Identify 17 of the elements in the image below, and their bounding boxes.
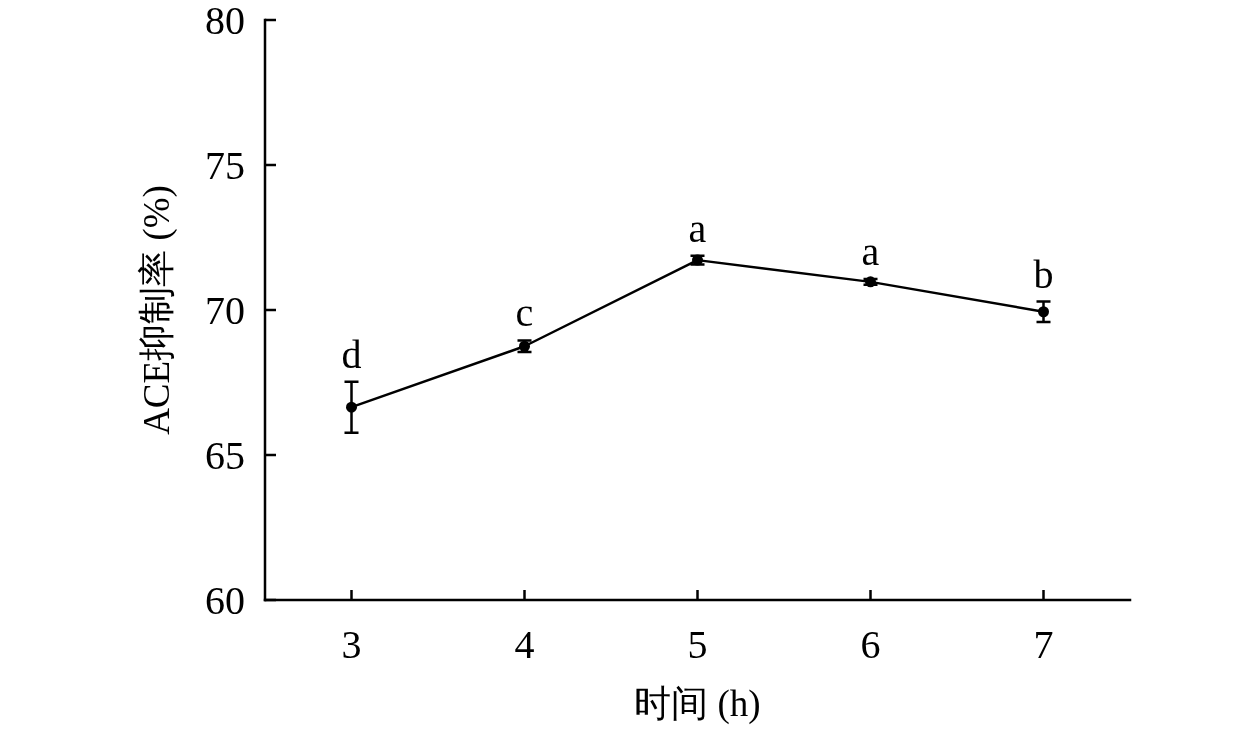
x-tick-label: 5 <box>687 621 708 667</box>
annotation: b <box>1033 251 1054 297</box>
annotation: a <box>688 205 707 251</box>
y-tick-label: 65 <box>205 432 245 478</box>
y-axis-title: ACE抑制率 (%) <box>135 185 177 435</box>
annotation: c <box>515 290 534 336</box>
y-tick-label: 75 <box>205 142 245 188</box>
annotation: d <box>341 331 362 377</box>
y-tick-label: 60 <box>205 577 245 623</box>
annotation: a <box>861 228 880 274</box>
y-tick-label: 80 <box>205 0 245 43</box>
x-tick-label: 4 <box>514 621 535 667</box>
x-tick-label: 6 <box>860 621 881 667</box>
x-tick-label: 3 <box>341 621 362 667</box>
x-axis-title: 时间 (h) <box>634 682 761 724</box>
x-tick-label: 7 <box>1033 621 1054 667</box>
y-tick-label: 70 <box>205 287 245 333</box>
